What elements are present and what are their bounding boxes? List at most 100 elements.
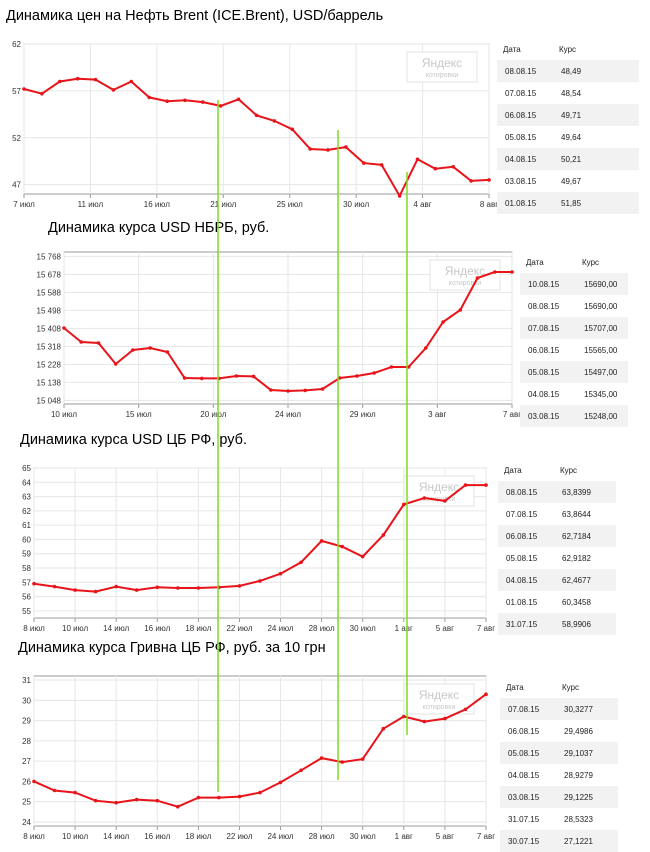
table-row: 07.08.15 30,3277 <box>500 698 618 720</box>
x-tick-label: 18 июл <box>185 832 211 841</box>
table-row: 07.08.15 15707,00 <box>520 317 628 339</box>
y-tick-label: 29 <box>22 717 31 726</box>
table-row: 07.08.15 48,54 <box>497 82 639 104</box>
y-tick-label: 25 <box>22 798 31 807</box>
column-header-rate: Курс <box>576 251 628 273</box>
data-point <box>320 387 325 391</box>
table-row: 04.08.15 15345,00 <box>520 383 628 405</box>
data-point <box>290 127 295 132</box>
data-point <box>355 374 359 378</box>
data-point <box>443 499 447 503</box>
rates-table-brent: Дата Курс 08.08.15 48,49 07.08.15 48,54 06.08.… <box>497 38 639 214</box>
y-tick-label: 15 048 <box>37 396 62 405</box>
y-tick-label: 28 <box>22 737 31 746</box>
table-row: 01.08.15 60,3458 <box>498 591 616 613</box>
cell-rate: 27,1221 <box>556 830 618 852</box>
watermark-sub: котировки <box>449 280 482 287</box>
data-point <box>32 581 36 586</box>
y-tick-label: 27 <box>22 757 31 766</box>
column-header-rate: Курс <box>554 459 616 481</box>
cell-date: 03.08.15 <box>505 176 537 186</box>
data-point <box>278 780 283 785</box>
table-row: 03.08.15 15248,00 <box>520 405 628 427</box>
x-tick-label: 22 июл <box>226 832 252 841</box>
table-header-row: Дата Курс <box>520 251 628 273</box>
column-header-date: Дата <box>520 251 576 273</box>
cell-date: 05.08.15 <box>505 132 537 142</box>
data-point <box>234 374 239 378</box>
data-point <box>272 119 277 123</box>
cell-rate: 63,8399 <box>554 481 616 503</box>
y-tick-label: 15 678 <box>37 270 62 279</box>
data-point <box>319 539 324 543</box>
table-header-row: Дата Курс <box>498 459 616 481</box>
chart-usd-cbr-svg: 65 64 63 62 61 60 59 58 57 56 55 8 июл 10 июл 14 июл 1… <box>22 464 495 633</box>
x-tick-label: 16 июл <box>144 200 170 209</box>
data-point <box>286 389 290 393</box>
data-point <box>397 194 402 198</box>
data-point <box>372 371 377 375</box>
x-tick-label: 10 июл <box>51 410 77 419</box>
cell-rate: 48,49 <box>553 60 639 82</box>
cell-date: 01.08.15 <box>497 192 553 214</box>
data-point <box>422 719 427 724</box>
cell-rate: 28,9279 <box>564 770 593 780</box>
y-tick-label: 15 588 <box>37 288 62 297</box>
x-tick-label: 10 июл <box>62 832 88 841</box>
cell-date: 08.08.15 <box>498 481 554 503</box>
data-point <box>79 340 83 344</box>
data-point <box>129 79 134 84</box>
data-point <box>58 79 62 84</box>
table-row: 03.08.15 29,1225 <box>500 786 618 808</box>
cell-date: 05.08.15 <box>500 742 556 764</box>
cell-rate: 49,64 <box>561 132 582 142</box>
chart-brent: 62 57 52 47 7 июл 11 июл 16 июл 21 июл 25 июл 30 … <box>12 40 498 209</box>
data-point <box>278 571 283 576</box>
table-row: 07.08.15 63,8644 <box>498 503 616 525</box>
y-tick-label: 57 <box>12 87 21 96</box>
x-tick-label: 14 июл <box>103 624 129 633</box>
data-point <box>32 779 36 784</box>
cell-rate: 15345,00 <box>584 389 618 399</box>
table-row: 10.08.15 15690,00 <box>520 273 628 295</box>
data-point <box>52 584 57 589</box>
chart-uah-cbr-svg: 31 30 29 28 27 26 25 24 8 июл 10 июл 14 июл 16 июл 1… <box>22 675 495 841</box>
chart-title-uah-cbr: Динамика курса Гривна ЦБ РФ, руб. за 10 … <box>18 640 326 656</box>
data-point <box>299 768 303 773</box>
cell-date: 08.08.15 <box>497 60 553 82</box>
data-point <box>237 584 242 588</box>
data-point <box>475 276 480 280</box>
cell-date: 31.07.15 <box>498 613 554 635</box>
cell-rate: 50,21 <box>553 148 639 170</box>
data-point <box>62 326 66 330</box>
y-tick-label: 65 <box>22 464 31 473</box>
data-point <box>155 798 160 803</box>
data-point <box>134 797 139 802</box>
watermark-frame <box>403 683 475 715</box>
x-tick-label: 4 авг <box>413 200 431 209</box>
data-point <box>469 179 473 183</box>
data-point <box>93 77 98 82</box>
y-tick-label: 47 <box>12 181 21 190</box>
x-tick-label: 24 июл <box>275 410 301 419</box>
data-point <box>217 376 221 381</box>
table-row: 31.07.15 28,5323 <box>500 808 618 830</box>
data-point <box>424 346 428 350</box>
cell-date: 01.08.15 <box>506 597 538 607</box>
cell-rate: 15497,00 <box>576 361 628 383</box>
y-tick-label: 63 <box>22 493 31 502</box>
y-tick-label: 56 <box>22 593 31 602</box>
y-tick-label: 15 408 <box>37 324 62 333</box>
y-tick-label: 58 <box>22 564 31 573</box>
y-tick-label: 57 <box>22 578 31 587</box>
data-point <box>40 91 44 96</box>
table-row: 31.07.15 58,9906 <box>498 613 616 635</box>
x-tick-label: 10 июл <box>62 624 88 633</box>
data-point <box>389 365 394 369</box>
x-tick-label: 24 июл <box>267 832 293 841</box>
watermark-brand: Яндекс <box>419 480 459 494</box>
x-tick-label: 22 июл <box>226 624 252 633</box>
data-point <box>340 544 345 549</box>
data-point <box>176 586 180 590</box>
data-point <box>113 362 118 366</box>
